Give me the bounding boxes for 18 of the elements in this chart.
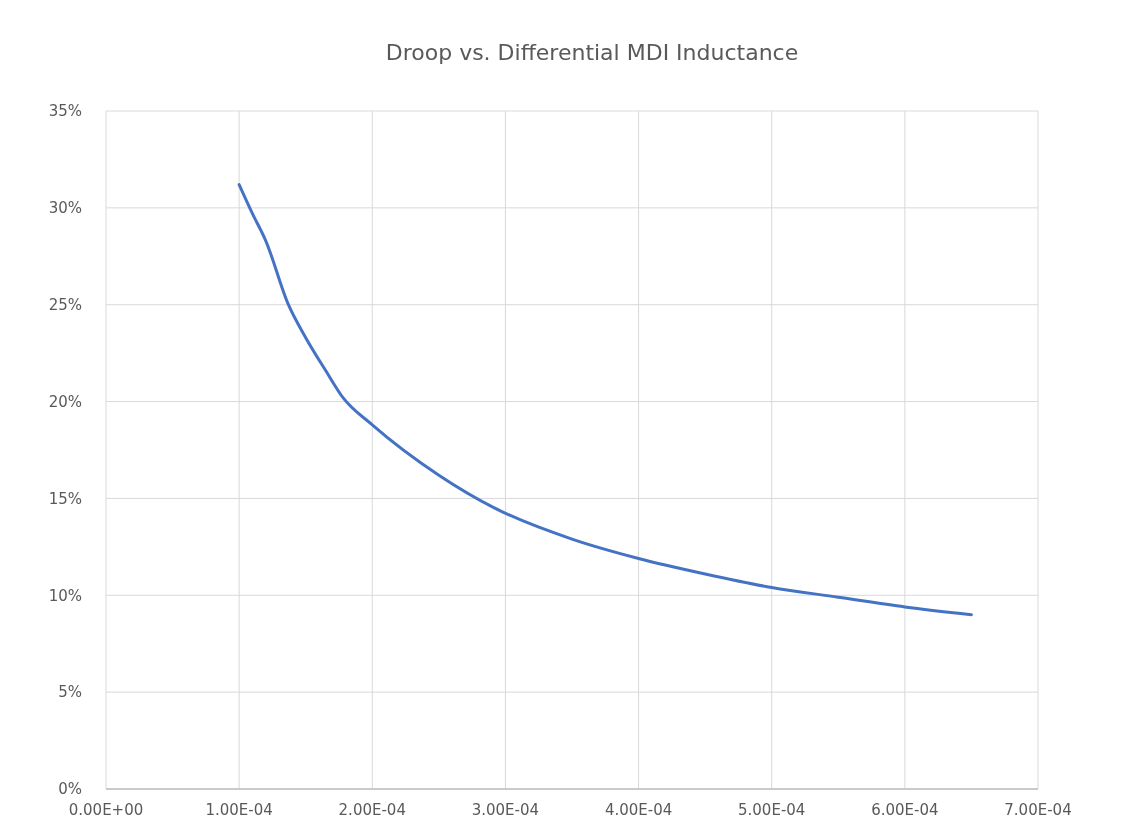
x-tick-label: 2.00E-04 — [338, 801, 406, 819]
y-tick-label: 25% — [48, 295, 82, 314]
y-tick-label: 20% — [48, 392, 82, 411]
y-tick-label: 30% — [48, 199, 82, 218]
y-tick-label: 5% — [58, 683, 82, 702]
x-tick-label: 0.00E+00 — [68, 801, 144, 819]
x-tick-label: 3.00E-04 — [471, 801, 540, 819]
x-tick-label: 6.00E-04 — [871, 801, 939, 819]
x-tick-label: 5.00E-04 — [738, 801, 806, 819]
y-tick-label: 15% — [48, 489, 82, 508]
x-tick-label: 4.00E-04 — [604, 801, 673, 819]
y-tick-label: 0% — [58, 780, 82, 799]
x-tick-label: 1.00E-04 — [205, 801, 273, 819]
x-tick-label: 7.00E-04 — [1004, 801, 1072, 819]
y-tick-label: 10% — [48, 586, 82, 605]
y-tick-label: 35% — [48, 102, 82, 121]
line-series — [237, 183, 973, 617]
chart-title: Droop vs. Differential MDI Inductance — [385, 40, 799, 65]
